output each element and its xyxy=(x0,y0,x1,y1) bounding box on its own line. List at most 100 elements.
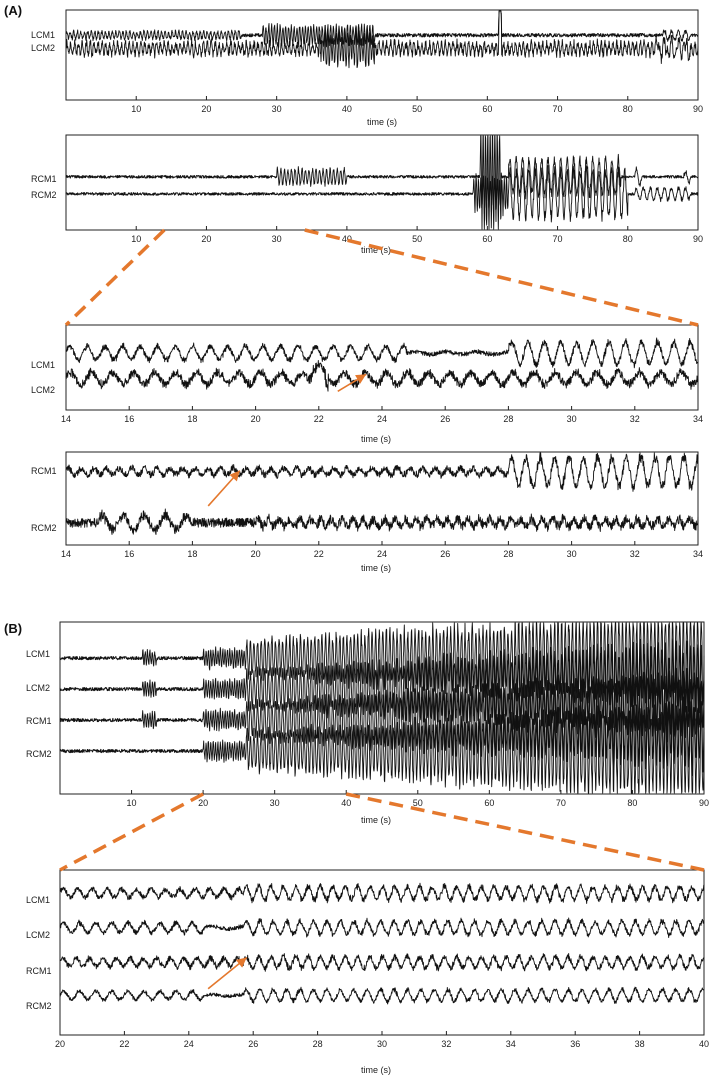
x-tick-label: 14 xyxy=(61,414,71,424)
x-tick-label: 30 xyxy=(272,104,282,114)
x-axis-title: time (s) xyxy=(361,434,391,444)
x-tick-label: 26 xyxy=(440,549,450,559)
traces xyxy=(65,135,699,230)
x-tick-label: 32 xyxy=(630,549,640,559)
chart-A-zoom-right: 14 16 18 20 22 24 26 28 30 32 34 RCM1 RCM2 time (s… xyxy=(31,451,703,573)
x-tick-label: 28 xyxy=(503,414,513,424)
x-tick-label: 18 xyxy=(187,414,197,424)
x-ticks: 14 16 18 20 22 24 26 28 30 32 34 xyxy=(61,541,703,559)
x-tick-label: 24 xyxy=(184,1039,194,1049)
panel-b-label: (B) xyxy=(4,621,22,636)
x-tick-label: 30 xyxy=(272,234,282,244)
trace-lcm2 xyxy=(65,360,699,392)
traces xyxy=(59,622,705,794)
annotation-arrows xyxy=(207,373,367,990)
channel-label-rcm2: RCM2 xyxy=(31,190,57,200)
x-axis-title: time (s) xyxy=(361,563,391,573)
x-tick-label: 30 xyxy=(377,1039,387,1049)
x-ticks: 14 16 18 20 22 24 26 28 30 32 34 xyxy=(61,406,703,424)
x-tick-label: 90 xyxy=(693,104,703,114)
annotation-arrow xyxy=(207,956,248,990)
plot-frame xyxy=(65,9,699,101)
x-tick-label: 22 xyxy=(314,549,324,559)
x-tick-label: 26 xyxy=(248,1039,258,1049)
channel-label-lcm2: LCM2 xyxy=(26,930,50,940)
x-tick-label: 80 xyxy=(627,798,637,808)
trace-rcm2 xyxy=(65,164,699,223)
x-tick-label: 20 xyxy=(201,104,211,114)
annotation-arrow xyxy=(207,470,241,507)
x-tick-label: 70 xyxy=(556,798,566,808)
x-tick-label: 90 xyxy=(693,234,703,244)
trace-lcm2 xyxy=(65,10,699,69)
x-tick-label: 30 xyxy=(567,549,577,559)
x-tick-label: 16 xyxy=(124,549,134,559)
chart-A-overview-right: 10 20 30 40 50 60 70 80 90 RCM1 RCM2 time (s) xyxy=(31,134,703,255)
x-tick-label: 30 xyxy=(567,414,577,424)
x-tick-label: 36 xyxy=(570,1039,580,1049)
channel-label-lcm1: LCM1 xyxy=(26,649,50,659)
channel-label-rcm1: RCM1 xyxy=(26,716,52,726)
zoom-connector-left xyxy=(64,228,166,327)
traces xyxy=(59,882,705,1005)
plot-frame xyxy=(65,451,699,546)
channel-label-rcm1: RCM1 xyxy=(31,466,57,476)
x-tick-label: 28 xyxy=(313,1039,323,1049)
x-tick-label: 40 xyxy=(342,104,352,114)
x-tick-label: 80 xyxy=(623,104,633,114)
x-tick-label: 50 xyxy=(413,798,423,808)
x-tick-label: 24 xyxy=(377,549,387,559)
channel-label-rcm1: RCM1 xyxy=(26,966,52,976)
traces xyxy=(65,337,699,392)
x-tick-label: 34 xyxy=(693,549,703,559)
channel-label-lcm2: LCM2 xyxy=(26,683,50,693)
x-tick-label: 18 xyxy=(187,549,197,559)
x-tick-label: 34 xyxy=(506,1039,516,1049)
x-tick-label: 38 xyxy=(635,1039,645,1049)
channel-label-rcm2: RCM2 xyxy=(31,523,57,533)
x-tick-label: 16 xyxy=(124,414,134,424)
zoom-connector-right xyxy=(345,792,705,872)
trace-lcm2 xyxy=(59,638,705,743)
plot-frame xyxy=(65,134,699,231)
zoom-connector-right xyxy=(304,228,699,327)
trace-lcm1 xyxy=(65,10,699,48)
x-tick-label: 40 xyxy=(341,798,351,808)
x-tick-label: 60 xyxy=(482,234,492,244)
x-tick-label: 26 xyxy=(440,414,450,424)
panel-a-label: (A) xyxy=(4,3,22,18)
zoom-connectors xyxy=(59,228,705,872)
channel-label-rcm2: RCM2 xyxy=(26,1001,52,1011)
x-axis-title: time (s) xyxy=(361,1065,391,1075)
chart-B-overview: 10 20 30 40 50 60 70 80 90 LCM1 LCM2 RCM1 RCM2 t… xyxy=(26,621,709,825)
plot-frame xyxy=(65,324,699,411)
x-tick-label: 20 xyxy=(55,1039,65,1049)
x-tick-label: 90 xyxy=(699,798,709,808)
x-tick-label: 32 xyxy=(630,414,640,424)
x-tick-label: 40 xyxy=(699,1039,709,1049)
x-tick-label: 10 xyxy=(131,234,141,244)
trace-rcm1 xyxy=(59,953,705,972)
channel-label-lcm1: LCM1 xyxy=(31,30,55,40)
arrow-head-icon xyxy=(355,374,367,384)
chart-A-overview-left: 10 20 30 40 50 60 70 80 90 LCM1 LCM2 time (s) xyxy=(31,9,703,127)
trace-rcm2 xyxy=(59,986,705,1005)
x-axis-title: time (s) xyxy=(361,245,391,255)
trace-rcm2 xyxy=(65,508,699,535)
x-tick-label: 40 xyxy=(342,234,352,244)
trace-lcm2 xyxy=(59,917,705,939)
channel-label-lcm2: LCM2 xyxy=(31,385,55,395)
x-tick-label: 28 xyxy=(503,549,513,559)
x-tick-label: 30 xyxy=(270,798,280,808)
x-tick-label: 34 xyxy=(693,414,703,424)
trace-rcm1 xyxy=(65,452,699,492)
x-tick-label: 20 xyxy=(198,798,208,808)
channel-label-rcm1: RCM1 xyxy=(31,174,57,184)
arrow-head-icon xyxy=(235,957,247,968)
x-tick-label: 22 xyxy=(314,414,324,424)
channel-label-lcm1: LCM1 xyxy=(26,895,50,905)
x-tick-label: 60 xyxy=(484,798,494,808)
trace-rcm2 xyxy=(59,696,705,794)
